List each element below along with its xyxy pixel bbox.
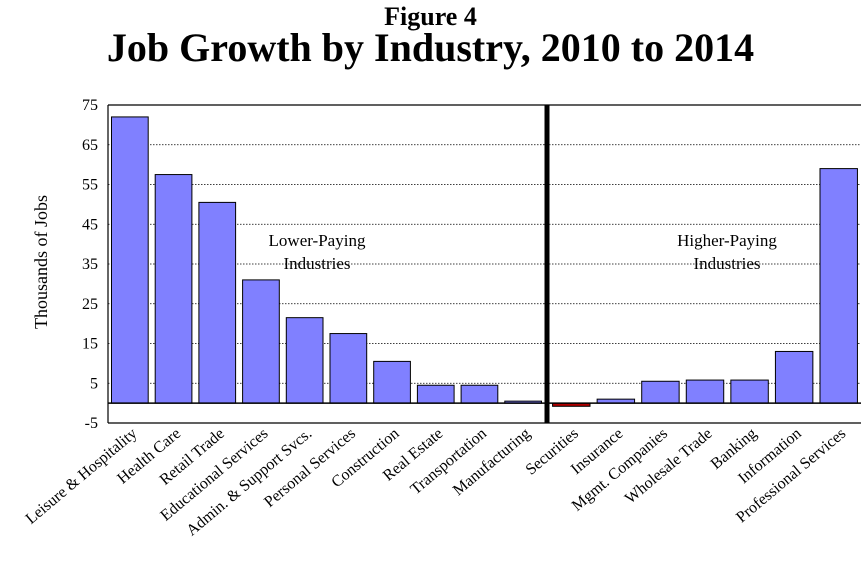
y-tick-label: 65 (82, 137, 98, 154)
bar (242, 279, 280, 404)
bar (819, 168, 858, 404)
figure-label: Figure 4 (384, 2, 477, 31)
bar (329, 333, 368, 404)
bar (285, 317, 324, 404)
y-tick-label: 15 (82, 336, 98, 353)
axes (107, 104, 861, 424)
y-tick-label: 5 (90, 375, 98, 392)
chart-title: Job Growth by Industry, 2010 to 2014 (106, 25, 755, 70)
y-tick-label: 35 (82, 256, 98, 273)
y-tick-label: -5 (85, 415, 98, 432)
y-tick-label: 25 (82, 296, 98, 313)
x-tick-label: Manufacturing (450, 425, 534, 499)
y-tick-label: 45 (82, 216, 98, 233)
bar (774, 350, 814, 404)
bar (154, 174, 193, 404)
bar (416, 384, 455, 404)
y-tick-labels: -5 5 15 25 35 45 55 65 75 (82, 97, 98, 432)
bar (110, 116, 149, 404)
bar (641, 380, 680, 404)
group-label: Industries (693, 254, 760, 273)
group-label: Higher-Paying (677, 231, 777, 250)
bar (730, 379, 769, 404)
x-tick-label: Transportation (407, 425, 490, 498)
bar (198, 201, 237, 404)
y-tick-label: 75 (82, 97, 98, 114)
bar (373, 360, 411, 404)
group-label: Industries (283, 254, 350, 273)
bar (460, 384, 499, 404)
y-axis-label: Thousands of Jobs (31, 195, 51, 329)
group-labels: Lower-Paying Industries Higher-Paying Indus… (269, 231, 778, 273)
group-label: Lower-Paying (269, 231, 366, 250)
y-tick-label: 55 (82, 177, 98, 194)
bars (110, 116, 858, 407)
bar (685, 379, 725, 404)
